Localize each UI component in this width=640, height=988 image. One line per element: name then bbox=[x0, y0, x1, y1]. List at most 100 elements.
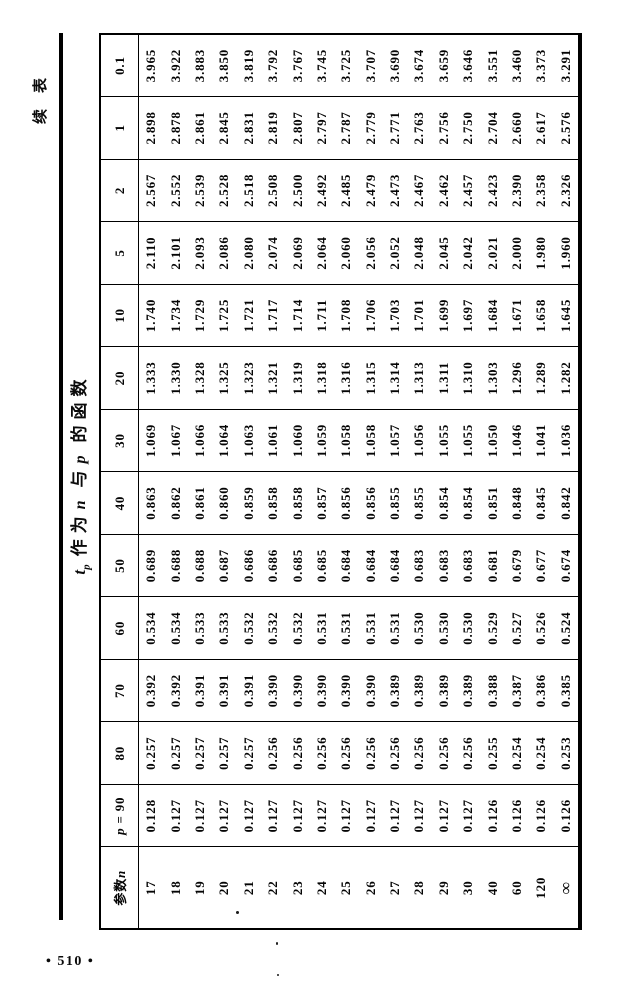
value-cell: 0.845 bbox=[529, 471, 554, 535]
value-cell: 2.704 bbox=[480, 96, 505, 160]
value-cell: 0.391 bbox=[236, 659, 261, 722]
value-cell: 0.851 bbox=[480, 471, 505, 535]
value-cell: 0.386 bbox=[529, 659, 554, 722]
value-cell: 1.330 bbox=[163, 346, 188, 410]
value-cell: 0.257 bbox=[163, 721, 188, 785]
value-cell: 0.677 bbox=[529, 534, 554, 597]
value-cell: 0.532 bbox=[285, 596, 310, 660]
value-cell: 2.390 bbox=[504, 159, 530, 222]
value-cell: 0.688 bbox=[187, 534, 213, 597]
value-cell: 3.767 bbox=[285, 34, 310, 97]
value-cell: 0.685 bbox=[309, 534, 335, 597]
continued-rule bbox=[59, 33, 63, 920]
value-cell: 0.686 bbox=[236, 534, 261, 597]
table-row: ∞ 0.126 0.253 0.385 0.524 0.674 0.842 1.036 1.28… bbox=[553, 34, 581, 929]
table-row: 60 0.126 0.254 0.387 0.527 0.679 0.848 1.046 1.2… bbox=[504, 34, 530, 929]
value-cell: 1.960 bbox=[553, 221, 581, 285]
value-cell: 3.291 bbox=[553, 34, 581, 97]
value-cell: 0.848 bbox=[504, 471, 530, 535]
value-cell: 0.858 bbox=[260, 471, 286, 535]
value-cell: 1.729 bbox=[187, 284, 213, 347]
value-cell: 0.392 bbox=[138, 659, 164, 722]
value-cell: 0.534 bbox=[138, 596, 164, 660]
value-cell: 1.319 bbox=[285, 346, 310, 410]
value-cell: 1.055 bbox=[456, 409, 481, 472]
value-cell: 1.725 bbox=[212, 284, 237, 347]
value-cell: 0.389 bbox=[456, 659, 481, 722]
value-cell: 0.684 bbox=[358, 534, 383, 597]
value-cell: 2.080 bbox=[236, 221, 261, 285]
value-cell: 0.857 bbox=[309, 471, 335, 535]
row-header-n: 29 bbox=[431, 847, 457, 929]
value-cell: 2.358 bbox=[529, 159, 554, 222]
row-header-n: 19 bbox=[187, 847, 213, 929]
value-cell: 2.539 bbox=[187, 159, 213, 222]
value-cell: 3.373 bbox=[529, 34, 554, 97]
value-cell: 0.257 bbox=[212, 721, 237, 785]
value-cell: 2.048 bbox=[407, 221, 432, 285]
value-cell: 0.127 bbox=[212, 784, 237, 847]
value-cell: 0.527 bbox=[504, 596, 530, 660]
value-cell: 0.254 bbox=[504, 721, 530, 785]
value-cell: 0.127 bbox=[285, 784, 310, 847]
value-cell: 0.674 bbox=[553, 534, 581, 597]
value-cell: 0.531 bbox=[382, 596, 408, 660]
value-cell: 1.328 bbox=[187, 346, 213, 410]
value-cell: 3.659 bbox=[431, 34, 457, 97]
value-cell: 2.457 bbox=[456, 159, 481, 222]
value-cell: 1.721 bbox=[236, 284, 261, 347]
row-header-n: 22 bbox=[260, 847, 286, 929]
value-cell: 1.046 bbox=[504, 409, 530, 472]
col-header-cell: 80 bbox=[100, 721, 139, 785]
col-header-cell: p = 90 bbox=[100, 784, 139, 847]
value-cell: 3.883 bbox=[187, 34, 213, 97]
row-header-n: 18 bbox=[163, 847, 188, 929]
value-cell: 0.686 bbox=[260, 534, 286, 597]
title-t-subscript: p bbox=[80, 564, 93, 570]
value-cell: 0.126 bbox=[504, 784, 530, 847]
value-cell: 1.064 bbox=[212, 409, 237, 472]
corner-header-cell: 参数n bbox=[100, 847, 139, 929]
value-cell: 0.684 bbox=[334, 534, 359, 597]
value-cell: 2.101 bbox=[163, 221, 188, 285]
scan-speck bbox=[276, 942, 278, 945]
row-header-n: 20 bbox=[212, 847, 237, 929]
value-cell: 0.526 bbox=[529, 596, 554, 660]
value-cell: 2.576 bbox=[553, 96, 581, 160]
value-cell: 1.318 bbox=[309, 346, 335, 410]
value-cell: 1.055 bbox=[431, 409, 457, 472]
value-cell: 1.671 bbox=[504, 284, 530, 347]
col-header-cell: 60 bbox=[100, 596, 139, 660]
value-cell: 0.391 bbox=[212, 659, 237, 722]
value-cell: 0.533 bbox=[187, 596, 213, 660]
value-cell: 0.529 bbox=[480, 596, 505, 660]
value-cell: 0.256 bbox=[431, 721, 457, 785]
value-cell: 1.717 bbox=[260, 284, 286, 347]
value-cell: 0.127 bbox=[334, 784, 359, 847]
table-row: 23 0.127 0.256 0.390 0.532 0.685 0.858 1.060 1.3… bbox=[285, 34, 310, 929]
value-cell: 2.492 bbox=[309, 159, 335, 222]
value-cell: 0.257 bbox=[187, 721, 213, 785]
value-cell: 2.779 bbox=[358, 96, 383, 160]
title-t: t bbox=[70, 569, 89, 575]
value-cell: 1.058 bbox=[334, 409, 359, 472]
value-cell: 0.856 bbox=[334, 471, 359, 535]
value-cell: 0.257 bbox=[138, 721, 164, 785]
table-row: 26 0.127 0.256 0.390 0.531 0.684 0.856 1.058 1.3… bbox=[358, 34, 383, 929]
scan-speck bbox=[277, 974, 279, 976]
value-cell: 1.310 bbox=[456, 346, 481, 410]
value-cell: 2.508 bbox=[260, 159, 286, 222]
table-row: 21 0.127 0.257 0.391 0.532 0.686 0.859 1.063 1.3… bbox=[236, 34, 261, 929]
table-row: 17 0.128 0.257 0.392 0.534 0.689 0.863 1.069 1.3… bbox=[138, 34, 164, 929]
col-header-cell: 40 bbox=[100, 471, 139, 535]
value-cell: 0.856 bbox=[358, 471, 383, 535]
table-row: 27 0.127 0.256 0.389 0.531 0.684 0.855 1.057 1.3… bbox=[382, 34, 408, 929]
value-cell: 3.792 bbox=[260, 34, 286, 97]
value-cell: 0.127 bbox=[187, 784, 213, 847]
value-cell: 0.389 bbox=[407, 659, 432, 722]
value-cell: 0.534 bbox=[163, 596, 188, 660]
value-cell: 1.313 bbox=[407, 346, 432, 410]
value-cell: 0.127 bbox=[260, 784, 286, 847]
page-number: • 510 • bbox=[46, 954, 95, 969]
